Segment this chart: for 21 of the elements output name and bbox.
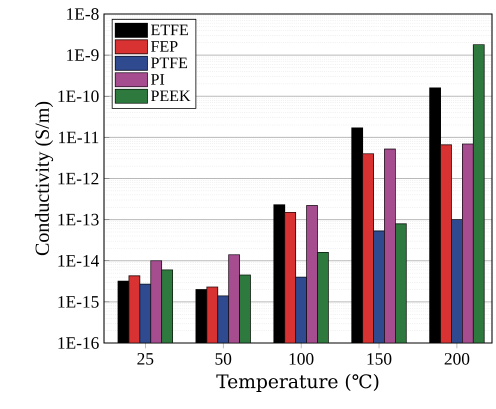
x-tick-label: 25 [137,353,154,365]
y-tick-label: 1E-14 [58,255,100,266]
x-tick-label: 150 [368,353,392,365]
legend-label: ETFE [151,24,188,36]
y-tick-label: 1E-10 [58,90,99,102]
y-tick-label: 1E-16 [58,337,99,349]
y-tick-label: 1E-12 [58,172,98,184]
x-tick-label: 200 [444,353,470,365]
legend-label: PI [151,74,164,85]
x-axis-title: Temperature (℃) [216,374,378,392]
x-tick-label: 50 [216,353,232,365]
y-tick-label: 1E-11 [59,132,98,144]
y-tick-label: 1E-13 [58,214,99,226]
y-tick-label: 1E-9 [67,49,99,61]
legend-label: PEEK [151,90,190,102]
y-tick-label: 1E-8 [67,8,99,20]
legend-label: FEP [151,41,178,52]
legend-label: PTFE [151,58,188,68]
x-tick-label: 100 [290,353,314,365]
y-tick-label: 1E-15 [58,296,99,308]
y-axis-title: Conductivity (S/m) [34,102,54,256]
